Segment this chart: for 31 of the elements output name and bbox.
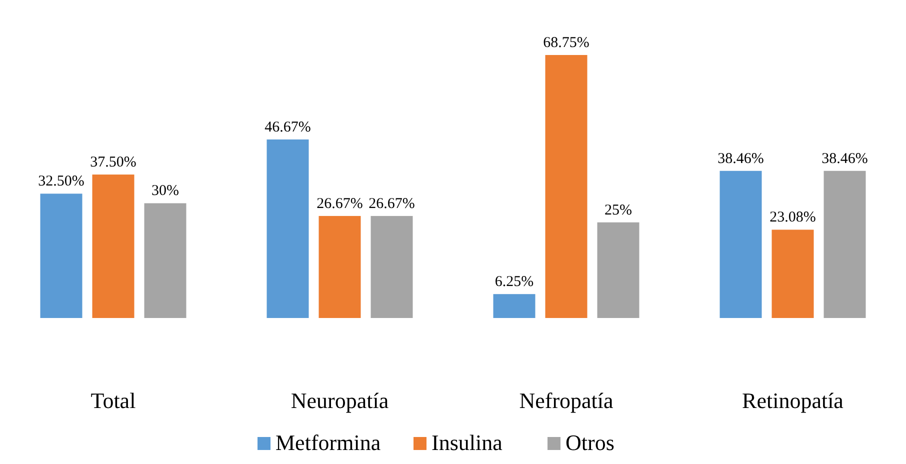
data-label: 37.50% bbox=[90, 154, 136, 171]
legend-label: Metformina bbox=[276, 430, 381, 455]
bar bbox=[772, 230, 814, 318]
bar bbox=[266, 139, 309, 318]
bar bbox=[597, 222, 640, 318]
bar bbox=[318, 216, 361, 318]
bar bbox=[824, 170, 866, 318]
data-label: 26.67% bbox=[316, 196, 363, 212]
data-label: 46.67% bbox=[264, 119, 311, 136]
bar bbox=[40, 194, 82, 318]
data-label: 30% bbox=[152, 183, 179, 200]
legend-label: Insulina bbox=[432, 430, 503, 455]
data-label: 25% bbox=[604, 202, 632, 218]
data-label: 26.67% bbox=[368, 196, 415, 212]
bar bbox=[545, 55, 588, 318]
bar bbox=[720, 170, 762, 318]
x-tick-label: Retinopatía bbox=[742, 388, 844, 413]
data-label: 23.08% bbox=[770, 210, 816, 226]
bar bbox=[370, 216, 413, 318]
data-label: 6.25% bbox=[494, 274, 534, 290]
x-tick-label: Nefropatía bbox=[519, 388, 614, 413]
data-label: 38.46% bbox=[718, 150, 764, 167]
data-label: 38.46% bbox=[822, 150, 868, 167]
bar bbox=[493, 294, 536, 318]
data-label: 68.75% bbox=[543, 35, 590, 51]
x-tick-label: Neuropatía bbox=[290, 388, 389, 413]
legend-label: Otros bbox=[566, 430, 614, 455]
x-tick-label: Total bbox=[90, 388, 136, 413]
bar bbox=[92, 174, 134, 318]
bar bbox=[144, 203, 186, 318]
data-label: 32.50% bbox=[38, 174, 84, 190]
